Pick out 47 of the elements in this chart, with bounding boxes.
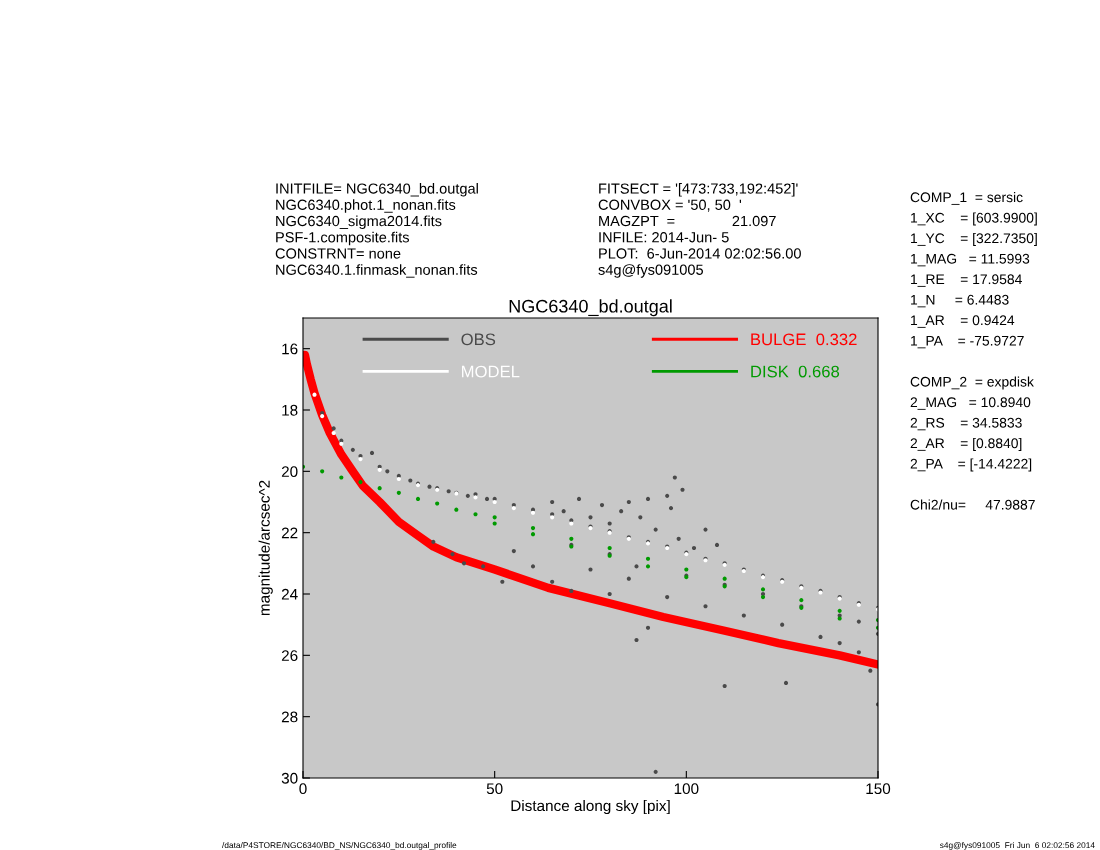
text: FITSECT = '[473:733,192:452]' CONVBOX = '50, 50 ' MAGZPT = 21.097 INFILE: 2014-Jun- 5 PLOT: 6-Jun-2014 02:02:56.00 s4g@fys091005	[598, 183, 801, 278]
x-tick-label: 150	[866, 783, 891, 795]
point	[396, 476, 401, 482]
text: COMP_1 = sersic 1_XC = [603.9900] 1_YC = [322.7350] 1_MAG = 11.5993 1_RE = 17.9584 1_N = 6.4483 1_AR = 0.9424 1_PA = -75.9727 COMP_2 = expdisk 2_MAG = 10.8940 2_RS = 34.5833 2_AR = [0.8840] 2_PA = [-14.4222] Chi2/nu= 47.9887	[910, 192, 1037, 510]
point	[415, 496, 421, 502]
y-tick-label: 16	[282, 343, 298, 355]
text: /data/P4STORE/NGC6340/BD_NS/NGC6340_bd.outgal_profile	[222, 842, 457, 850]
x-tick-label: 0	[299, 783, 307, 795]
y-tick-label: 30	[281, 772, 298, 784]
point	[320, 469, 325, 474]
text: s4g@fys091005 Fri Jun 6 02:02:56 2014	[939, 842, 1095, 850]
point	[396, 490, 401, 495]
y-axis-title: magnitude/arcsec^2	[258, 480, 273, 616]
point	[530, 532, 536, 537]
point	[377, 486, 382, 491]
point	[530, 525, 536, 531]
point	[645, 564, 651, 569]
point	[760, 587, 766, 592]
y-tick-label: 22	[281, 527, 298, 539]
point	[492, 515, 497, 520]
x-axis-title: Distance along sky [pix]	[511, 799, 670, 815]
point	[492, 499, 497, 505]
point	[435, 501, 440, 506]
chart-title: NGC6340_bd.outgal	[509, 299, 672, 317]
x-tick-label: 100	[674, 783, 699, 795]
y-tick-label: 28	[281, 711, 298, 723]
legend-label: BULGE 0.332	[751, 333, 857, 346]
legend-label: OBS	[461, 333, 496, 346]
y-tick-label: 18	[282, 404, 298, 416]
legend-label: DISK 0.668	[751, 365, 840, 378]
point	[722, 576, 727, 581]
point	[339, 475, 344, 480]
x-tick-label: 50	[486, 783, 503, 795]
point	[569, 536, 574, 541]
point	[607, 545, 612, 551]
y-tick-label: 24	[281, 588, 298, 600]
y-tick-label: 20	[281, 466, 298, 478]
point	[645, 556, 651, 561]
text: INITFILE= NGC6340_bd.outgal NGC6340.phot.1_nonan.fits NGC6340_sigma2014.fits PSF-1.composite.fits CONSTRNT= none NGC6340.1.finmask_nonan.fits	[275, 183, 478, 278]
point	[358, 479, 363, 485]
point	[331, 430, 336, 436]
point	[837, 608, 842, 613]
point	[684, 567, 689, 572]
point	[454, 507, 459, 512]
point	[473, 512, 478, 517]
y-tick-label: 26	[281, 650, 298, 662]
point	[799, 598, 804, 603]
